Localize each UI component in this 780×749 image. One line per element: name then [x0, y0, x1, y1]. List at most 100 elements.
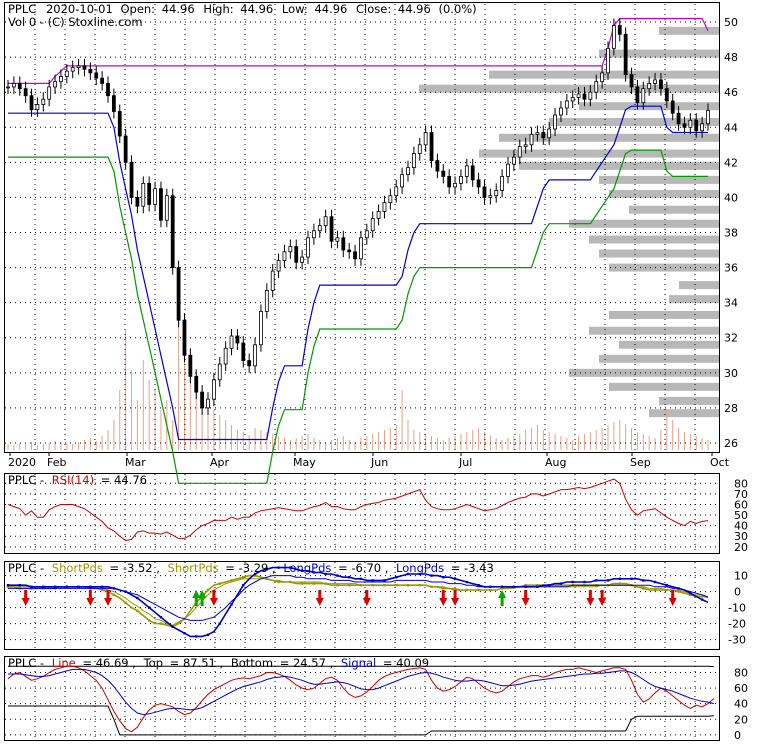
price-bar-body	[183, 320, 186, 355]
price-bar-body	[42, 99, 45, 104]
price-tick-label: 50	[724, 16, 738, 29]
down-arrow-marker	[522, 590, 530, 606]
pds-series-marker	[619, 578, 621, 580]
price-bar-body	[542, 133, 545, 138]
longpds-1-name: LongPds	[283, 561, 331, 575]
stoch-signal-value: = 40.09	[383, 656, 429, 670]
price-bar-body	[683, 124, 686, 128]
price-bar-body	[142, 183, 145, 206]
volume-profile-bar	[519, 162, 719, 170]
pds-series-marker	[689, 592, 691, 594]
pds-series-marker	[583, 581, 585, 583]
stoch-signal-series	[8, 669, 714, 714]
volume-profile-bar	[659, 27, 719, 35]
pds-series-marker	[348, 584, 350, 586]
down-arrow-marker	[439, 590, 447, 606]
price-tick-label: 34	[724, 297, 738, 310]
pds-series-marker	[7, 584, 9, 586]
shortpds-1-name: ShortPds	[52, 561, 103, 575]
header-open-label: Open:	[120, 2, 155, 16]
pds-series-marker	[113, 594, 115, 596]
header-close: 44.96	[398, 2, 431, 16]
pds-series-marker	[124, 602, 126, 604]
pds-series-marker	[230, 579, 232, 581]
price-bar-body	[642, 89, 645, 103]
price-bar-body	[154, 189, 157, 205]
pds-tick-label: -10	[728, 602, 746, 615]
month-tick-label: Jul	[458, 456, 472, 469]
price-bar-body	[159, 189, 162, 221]
pds-series-marker	[677, 590, 679, 592]
stoch-signal-name: Signal	[341, 656, 376, 670]
price-bar-body	[377, 211, 380, 218]
header-line: PPLC 2020-10-01 Open: 44.96 High: 44.96 …	[8, 2, 477, 16]
month-tick-label: Feb	[47, 456, 66, 469]
price-bar-body	[301, 257, 304, 262]
pds-series-marker	[607, 579, 609, 581]
price-bar-body	[36, 104, 39, 109]
pds-series-marker	[336, 584, 338, 586]
stoch-line-name: Line	[52, 656, 76, 670]
price-bar-body	[218, 364, 221, 380]
price-bar-body	[312, 231, 315, 238]
pds-series-marker	[101, 589, 103, 591]
pds-series-marker	[207, 634, 209, 636]
header-high-label: High:	[203, 2, 233, 16]
stoch-top-value: = 87.51	[170, 656, 216, 670]
stoch-line-value: = 46.69	[82, 656, 128, 670]
price-bar-body	[530, 134, 533, 145]
price-bar-body	[201, 392, 204, 408]
pds-series-marker	[195, 635, 197, 637]
price-bar-body	[12, 83, 15, 87]
longpds-2-name: LongPds	[396, 561, 444, 575]
pds-series-marker	[183, 632, 185, 634]
price-tick-label: 28	[724, 402, 738, 415]
price-bar-body	[454, 183, 457, 187]
longpds-2-value: = -3.43	[451, 561, 494, 575]
price-bar-body	[265, 290, 268, 311]
rsi-series-line	[8, 479, 708, 540]
rsi-title: PPLC - RSI(14) = 44.76	[8, 473, 147, 487]
pds-series-marker	[277, 581, 279, 583]
price-bar-body	[648, 83, 651, 88]
price-bar-body	[477, 180, 480, 187]
price-bar-body	[442, 171, 445, 176]
pds-series-marker	[313, 582, 315, 584]
price-bar-body	[430, 133, 433, 161]
header-change: (0.0%)	[438, 2, 476, 16]
header-low: 44.96	[314, 2, 347, 16]
price-tick-label: 40	[724, 191, 738, 204]
price-bar-body	[689, 120, 692, 127]
header-ticker: PPLC	[8, 2, 36, 16]
price-bar-body	[554, 115, 557, 129]
volume-profile-bar	[479, 150, 719, 158]
price-tick-label: 46	[724, 86, 738, 99]
pds-series-marker	[230, 603, 232, 605]
price-tick-label: 32	[724, 332, 738, 345]
stoch-tick-label: 60	[734, 682, 748, 695]
volume-profile-bars	[419, 27, 719, 417]
price-bar-body	[277, 261, 280, 272]
price-bar-body	[65, 71, 68, 76]
price-bar-body	[124, 136, 127, 162]
volume-profile-bar	[599, 50, 719, 58]
price-bar-body	[395, 187, 398, 196]
volume-profile-bar	[599, 250, 719, 258]
pds-series-marker	[701, 598, 703, 600]
down-arrow-marker	[363, 590, 371, 606]
price-bar-body	[501, 176, 504, 190]
price-bar-body	[518, 147, 521, 158]
price-bar-body	[101, 78, 104, 83]
price-bar-body	[465, 166, 468, 177]
price-bar-body	[459, 176, 462, 183]
price-bar-body	[48, 87, 51, 99]
month-tick-label: Apr	[210, 456, 230, 469]
pds-series-marker	[172, 626, 174, 628]
price-tick-label: 26	[724, 437, 738, 450]
pds-series-marker	[642, 579, 644, 581]
volume-profile-bar	[669, 295, 719, 303]
pds-series-marker	[242, 584, 244, 586]
stoch-tick-label: 40	[734, 698, 748, 711]
price-tick-label: 36	[724, 262, 738, 275]
pds-series-marker	[30, 586, 32, 588]
